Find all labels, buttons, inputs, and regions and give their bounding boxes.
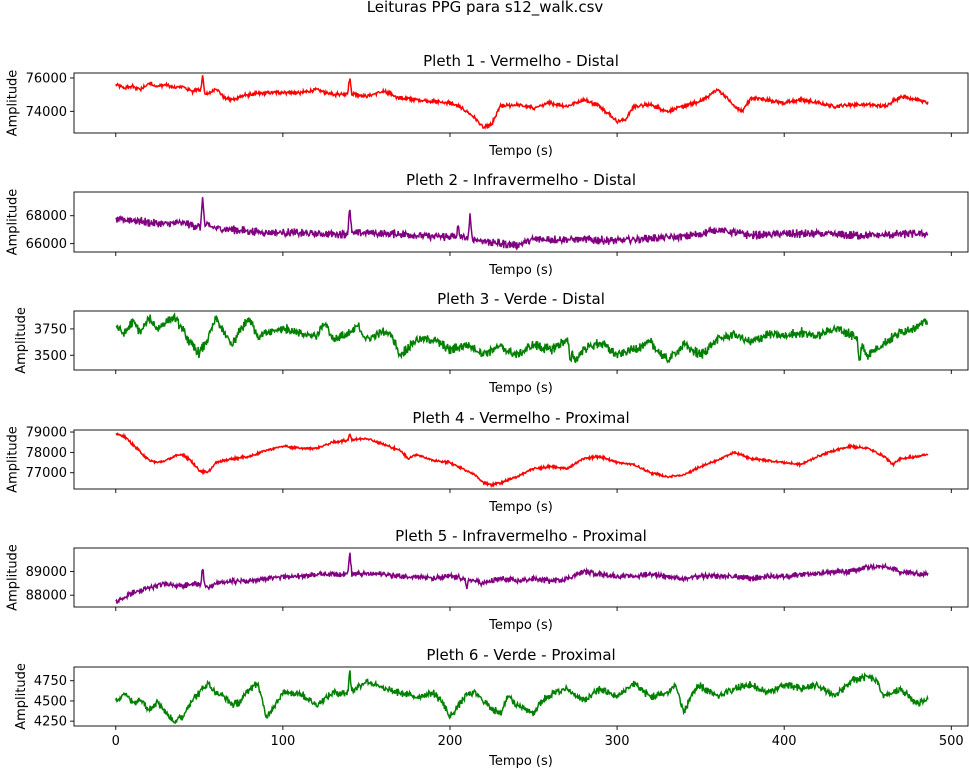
y-tick-label: 66000 xyxy=(26,237,67,252)
plot-frame xyxy=(73,310,969,371)
x-axis-label: Tempo (s) xyxy=(488,144,553,159)
x-tick-label: 300 xyxy=(605,734,630,749)
figure-title: Leituras PPG para s12_walk.csv xyxy=(367,0,604,17)
y-tick-label: 4750 xyxy=(34,674,67,689)
x-axis-label: Tempo (s) xyxy=(488,381,553,396)
subplot-title: Pleth 4 - Vermelho - Proximal xyxy=(412,409,629,427)
subplot-title: Pleth 6 - Verde - Proximal xyxy=(426,646,615,664)
signal-line xyxy=(115,670,929,725)
y-axis-label: Amplitude xyxy=(6,544,21,611)
y-tick-label: 4500 xyxy=(34,694,67,709)
plot-frame xyxy=(73,72,969,134)
y-tick-label: 3750 xyxy=(34,322,67,337)
subplot-6: Pleth 6 - Verde - Proximal 4250 4500 4750 0 1… xyxy=(14,646,969,769)
y-axis-label: Amplitude xyxy=(6,426,21,493)
subplot-5: Pleth 5 - Infravermelho - Proximal 88000 8… xyxy=(6,527,969,633)
subplot-1: Pleth 1 - Vermelho - Distal 74000 76000 Tem… xyxy=(6,52,969,159)
x-tick-label: 500 xyxy=(939,734,964,749)
x-tick-label: 400 xyxy=(772,734,797,749)
x-axis-label: Tempo (s) xyxy=(488,618,553,633)
y-tick-label: 78000 xyxy=(26,446,67,461)
x-tick-label: 200 xyxy=(438,734,463,749)
subplot-2: Pleth 2 - Infravermelho - Distal 66000 680… xyxy=(6,171,969,278)
y-axis-label: Amplitude xyxy=(14,307,29,374)
x-tick-label: 0 xyxy=(112,734,120,749)
x-axis-label: Tempo (s) xyxy=(488,500,553,515)
plot-frame xyxy=(73,429,969,490)
x-tick-label: 100 xyxy=(270,734,295,749)
x-axis-label: Tempo (s) xyxy=(488,754,553,769)
y-tick-label: 76000 xyxy=(26,72,67,87)
y-tick-label: 4250 xyxy=(34,715,67,730)
signal-line xyxy=(115,552,929,605)
subplots: Pleth 1 - Vermelho - Distal 74000 76000 Tem… xyxy=(6,52,969,769)
y-tick-label: 68000 xyxy=(26,209,67,224)
y-tick-label: 77000 xyxy=(26,466,67,481)
y-tick-label: 88000 xyxy=(26,589,67,604)
signal-line xyxy=(115,197,929,251)
plot-frame xyxy=(73,666,969,727)
subplot-title: Pleth 3 - Verde - Distal xyxy=(437,290,605,308)
y-axis-label: Amplitude xyxy=(6,189,21,256)
signal-line xyxy=(115,312,929,364)
subplot-title: Pleth 5 - Infravermelho - Proximal xyxy=(395,527,647,545)
plot-frame xyxy=(73,191,969,253)
plot-frame xyxy=(73,547,969,608)
y-tick-label: 3500 xyxy=(34,349,67,364)
y-tick-label: 79000 xyxy=(26,426,67,441)
subplot-title: Pleth 1 - Vermelho - Distal xyxy=(423,52,619,70)
signal-line xyxy=(115,75,929,130)
subplot-3: Pleth 3 - Verde - Distal 3500 3750 Tempo (s… xyxy=(14,290,969,396)
subplot-title: Pleth 2 - Infravermelho - Distal xyxy=(406,171,636,189)
y-axis-label: Amplitude xyxy=(6,70,21,137)
y-tick-label: 89000 xyxy=(26,565,67,580)
y-axis-label: Amplitude xyxy=(14,663,29,730)
signal-line xyxy=(115,432,929,489)
x-axis-label: Tempo (s) xyxy=(488,263,553,278)
y-tick-label: 74000 xyxy=(26,105,67,120)
subplot-4: Pleth 4 - Vermelho - Proximal 77000 78000 7… xyxy=(6,409,969,515)
